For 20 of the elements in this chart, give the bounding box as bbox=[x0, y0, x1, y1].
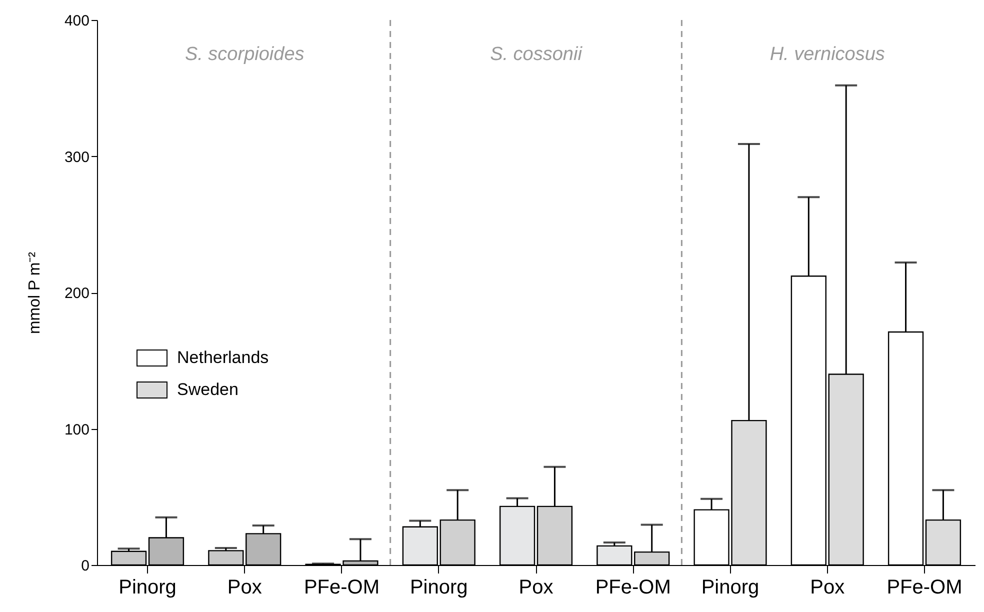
legend-label: Sweden bbox=[177, 380, 238, 399]
x-tick-label: Pinorg bbox=[118, 576, 176, 598]
y-tick-label: 100 bbox=[64, 421, 90, 438]
annotation: S. cossonii bbox=[490, 44, 583, 65]
x-tick-label: PFe-OM bbox=[886, 576, 962, 598]
y-tick-label: 0 bbox=[81, 558, 90, 574]
legend-label: Netherlands bbox=[177, 348, 269, 367]
annotation: H. vernicosus bbox=[770, 44, 886, 65]
x-tick-label: Pox bbox=[518, 576, 554, 598]
x-tick-label: Pox bbox=[810, 576, 845, 598]
y-tick-label: 300 bbox=[64, 148, 90, 166]
x-tick-label: Pox bbox=[227, 576, 262, 598]
x-tick-label: PFe-OM bbox=[304, 576, 380, 598]
y-axis-title: mmol P m⁻² bbox=[26, 251, 44, 334]
x-tick-label: Pinorg bbox=[701, 576, 760, 598]
y-tick-label: 400 bbox=[64, 12, 90, 30]
annotation: S. scorpioides bbox=[184, 44, 305, 65]
x-tick-label: PFe-OM bbox=[595, 576, 671, 598]
y-tick-label: 200 bbox=[64, 285, 90, 302]
x-tick-label: Pinorg bbox=[410, 576, 468, 598]
